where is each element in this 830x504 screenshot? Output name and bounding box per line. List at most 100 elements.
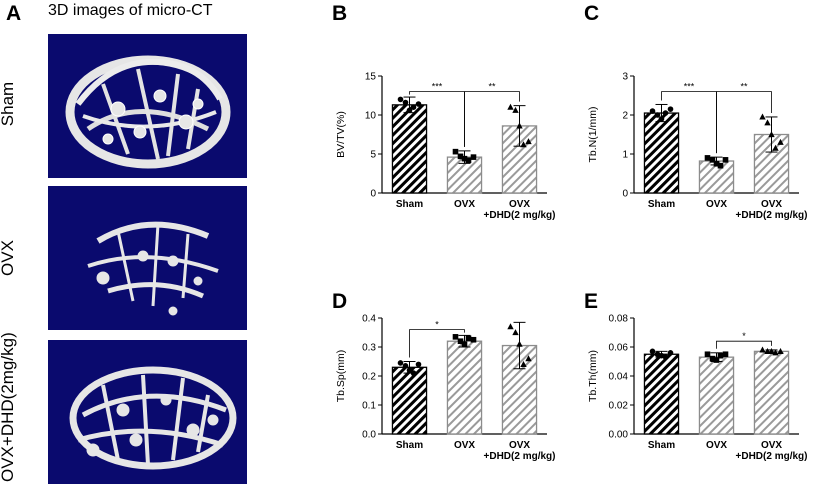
data-point <box>512 329 519 336</box>
significance-label: ** <box>740 82 748 92</box>
bar <box>446 340 483 435</box>
x-tick-label: OVX <box>509 440 530 451</box>
x-tick-label: OVX <box>454 199 475 210</box>
y-tick-label: 0.04 <box>609 372 629 383</box>
data-point <box>772 144 779 151</box>
significance-bracket <box>464 91 520 147</box>
bar <box>643 112 680 194</box>
y-tick-label: 0.08 <box>609 314 629 325</box>
micro-ct-image-ovx-dhd <box>48 340 247 484</box>
row-label-ovx: OVX <box>0 240 17 276</box>
data-point <box>461 155 468 162</box>
data-point <box>406 107 413 114</box>
significance-bracket <box>716 91 772 154</box>
data-point <box>457 338 464 344</box>
y-tick-label: 10 <box>365 111 377 122</box>
data-point <box>525 138 532 145</box>
y-tick-label: 0.3 <box>362 343 376 354</box>
significance-label: ** <box>488 82 496 92</box>
data-point <box>507 103 514 110</box>
tb-sp-bar-chart: 0.00.10.20.30.4Tb.Sp(mm)Sham OVX OVX+DHD(2… <box>335 314 555 463</box>
x-tick-label: +DHD(2 mg/kg) <box>484 210 556 221</box>
data-point <box>402 99 409 106</box>
significance-bracket <box>716 340 772 349</box>
data-point <box>397 96 404 103</box>
x-tick-label: OVX <box>454 440 475 451</box>
y-tick-label: 3 <box>622 72 628 83</box>
data-point <box>764 347 771 354</box>
data-point <box>704 351 711 358</box>
data-point <box>662 110 669 116</box>
data-point <box>461 341 468 347</box>
data-point <box>525 355 532 362</box>
micro-ct-title: 3D images of micro-CT <box>48 2 213 19</box>
data-point <box>402 363 409 369</box>
data-point <box>649 108 656 114</box>
data-point <box>759 113 766 120</box>
data-point <box>764 119 771 126</box>
significance-label: *** <box>432 82 443 92</box>
data-point <box>470 154 477 160</box>
y-axis-label: Tb.Th(mm) <box>587 350 599 402</box>
data-point <box>768 347 775 354</box>
y-tick-label: 0.00 <box>609 430 629 441</box>
x-tick-label: +DHD(2 mg/kg) <box>736 210 808 221</box>
panel-a-letter: A <box>6 2 22 25</box>
x-tick-label: Sham <box>396 440 423 451</box>
bar <box>698 356 735 435</box>
significance-label: *** <box>684 82 695 92</box>
x-tick-label: Sham <box>648 440 675 451</box>
y-tick-label: 0.4 <box>362 314 376 325</box>
data-point <box>470 336 477 343</box>
data-point <box>516 122 523 129</box>
bar <box>391 366 428 435</box>
y-axis-label: Tb.N(1/mm) <box>587 107 599 163</box>
data-point <box>777 347 784 354</box>
data-point <box>397 360 404 366</box>
data-point <box>415 361 422 368</box>
panel-e-letter: E <box>584 290 599 313</box>
data-point <box>713 357 720 363</box>
y-tick-label: 15 <box>365 72 377 83</box>
data-point <box>662 354 669 360</box>
significance-label: * <box>742 331 746 341</box>
data-point <box>452 334 459 340</box>
data-point <box>667 350 674 356</box>
x-tick-label: OVX <box>761 199 782 210</box>
significance-label: * <box>435 320 439 330</box>
micro-ct-image-ovx <box>48 186 247 330</box>
x-tick-label: OVX <box>706 440 727 451</box>
x-tick-label: Sham <box>648 199 675 210</box>
data-point <box>465 157 472 164</box>
y-tick-label: 0.0 <box>362 430 376 441</box>
y-tick-label: 0 <box>370 189 376 200</box>
y-axis-label: Tb.Sp(mm) <box>335 350 347 403</box>
y-tick-label: 0.1 <box>362 401 376 412</box>
x-tick-label: OVX <box>509 199 530 210</box>
data-point <box>649 348 656 355</box>
data-point <box>772 349 779 356</box>
bar <box>501 125 538 194</box>
data-point <box>658 116 665 122</box>
data-point <box>759 346 766 353</box>
x-tick-label: OVX <box>706 199 727 210</box>
data-point <box>465 335 472 342</box>
data-point <box>713 160 720 167</box>
x-tick-label: OVX <box>761 440 782 451</box>
bar <box>391 104 428 194</box>
bar <box>753 350 790 435</box>
y-tick-label: 5 <box>370 150 376 161</box>
panel-c-letter: C <box>584 2 600 25</box>
data-point <box>717 162 724 169</box>
y-tick-label: 0.06 <box>609 343 629 354</box>
data-point <box>512 106 519 113</box>
data-point <box>722 351 729 358</box>
data-point <box>520 361 527 367</box>
data-point <box>520 141 527 148</box>
panel-b-letter: B <box>332 2 348 25</box>
y-tick-label: 2 <box>622 111 628 122</box>
data-point <box>709 355 716 362</box>
